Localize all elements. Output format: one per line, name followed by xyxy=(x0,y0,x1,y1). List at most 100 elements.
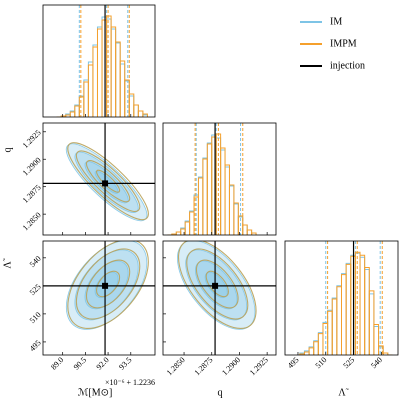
hist-bin xyxy=(364,266,370,355)
hist-bin xyxy=(382,352,389,355)
panel-frame xyxy=(162,122,277,236)
hist-bin xyxy=(92,46,98,117)
hist-bin xyxy=(317,333,324,355)
panel-frame xyxy=(284,240,399,356)
injection-marker xyxy=(212,282,219,289)
hist-bin xyxy=(224,166,230,235)
contour xyxy=(67,142,149,221)
legend: IM IMPM injection xyxy=(300,16,365,71)
contour xyxy=(75,248,141,320)
hist-bin xyxy=(246,229,253,235)
hist-bin xyxy=(246,229,253,235)
y-axis-label: Λ̃ xyxy=(2,257,13,268)
legend-label: IMPM xyxy=(330,38,357,49)
hist-bin xyxy=(220,149,226,235)
hist-bin xyxy=(251,232,257,235)
hist-bin xyxy=(184,220,191,235)
hist-bin xyxy=(119,63,126,117)
hist-bin xyxy=(378,345,384,355)
hist-bin xyxy=(78,96,85,117)
hist-bin xyxy=(115,41,121,117)
injection-marker xyxy=(102,282,109,289)
hist-bin xyxy=(345,263,352,355)
hist-bin xyxy=(142,113,148,117)
hist-bin xyxy=(92,44,98,117)
panel-frame xyxy=(42,122,156,236)
x-tick-label: 92.0 xyxy=(95,355,111,371)
x-tick-label: 90.5 xyxy=(72,355,88,371)
hist-bin xyxy=(101,16,108,117)
hist-bin xyxy=(364,269,370,355)
panel xyxy=(56,5,148,117)
hist-bin xyxy=(78,95,85,117)
hist-bin xyxy=(341,274,347,355)
hist-bin xyxy=(96,26,103,117)
panel xyxy=(299,241,393,355)
hist-bin xyxy=(327,310,333,355)
hist-bin xyxy=(313,340,319,355)
hist-bin xyxy=(133,104,139,117)
hist-bin xyxy=(124,80,130,117)
hist-bin xyxy=(368,293,375,355)
x-tick-label: 495 xyxy=(286,355,301,370)
hist-bin xyxy=(224,164,230,235)
contour xyxy=(75,150,141,212)
contour xyxy=(205,270,229,298)
hist-bin xyxy=(197,177,204,235)
axis-offset-label: ×10⁻⁶ + 1.2236 xyxy=(105,378,155,387)
hist-bin xyxy=(206,142,213,235)
hist-bin xyxy=(359,256,366,355)
hist-bin xyxy=(175,231,182,235)
contour xyxy=(85,259,131,309)
y-tick-label: 495 xyxy=(28,338,43,353)
hist-bin xyxy=(197,176,204,235)
panel-frame xyxy=(42,240,156,356)
x-tick-label: 1.2850 xyxy=(165,355,187,377)
x-axis-label: q xyxy=(218,387,223,398)
hist-bin xyxy=(336,286,342,355)
hist-bin xyxy=(110,26,117,117)
y-tick-label: 1.2850 xyxy=(21,210,43,232)
x-tick-label: 525 xyxy=(341,355,356,370)
hist-bin xyxy=(128,93,135,117)
hist-bin xyxy=(242,224,248,235)
hist-bin xyxy=(313,341,319,355)
panel-frame xyxy=(42,4,156,118)
hist-bin xyxy=(189,211,195,235)
hist-bin xyxy=(106,15,112,117)
hist-bin xyxy=(137,110,144,117)
hist-bin xyxy=(331,297,338,355)
hist-bin xyxy=(87,64,94,117)
contour xyxy=(85,160,131,203)
hist-bin xyxy=(331,298,338,355)
hist-bin xyxy=(96,28,103,117)
hist-bin xyxy=(373,326,380,355)
panel xyxy=(163,241,276,355)
hist-bin xyxy=(206,143,213,235)
y-tick-label: 1.2900 xyxy=(21,156,43,178)
hist-bin xyxy=(220,147,226,235)
hist-bin xyxy=(83,79,89,117)
hist-bin xyxy=(303,351,310,355)
hist-bin xyxy=(368,290,375,355)
hist-bin xyxy=(184,221,191,235)
hist-bin xyxy=(202,157,208,235)
injection-marker xyxy=(102,180,109,187)
x-tick-label: 93.5 xyxy=(117,355,133,371)
legend-label: injection xyxy=(330,60,365,71)
y-axis-label: q xyxy=(2,148,13,153)
hist-bin xyxy=(202,158,208,235)
contour xyxy=(177,241,257,330)
y-tick-label: 510 xyxy=(28,310,43,325)
hist-bin xyxy=(115,42,121,117)
x-tick-label: 1.2875 xyxy=(193,355,215,377)
hist-bin xyxy=(180,228,186,235)
x-tick-label: 510 xyxy=(314,355,329,370)
hist-bin xyxy=(83,81,89,117)
y-tick-label: 525 xyxy=(28,282,43,297)
hist-bin xyxy=(101,19,108,117)
x-axis-label: Λ̃ xyxy=(338,387,349,398)
hist-bin xyxy=(359,254,366,355)
hist-bin xyxy=(233,203,239,235)
